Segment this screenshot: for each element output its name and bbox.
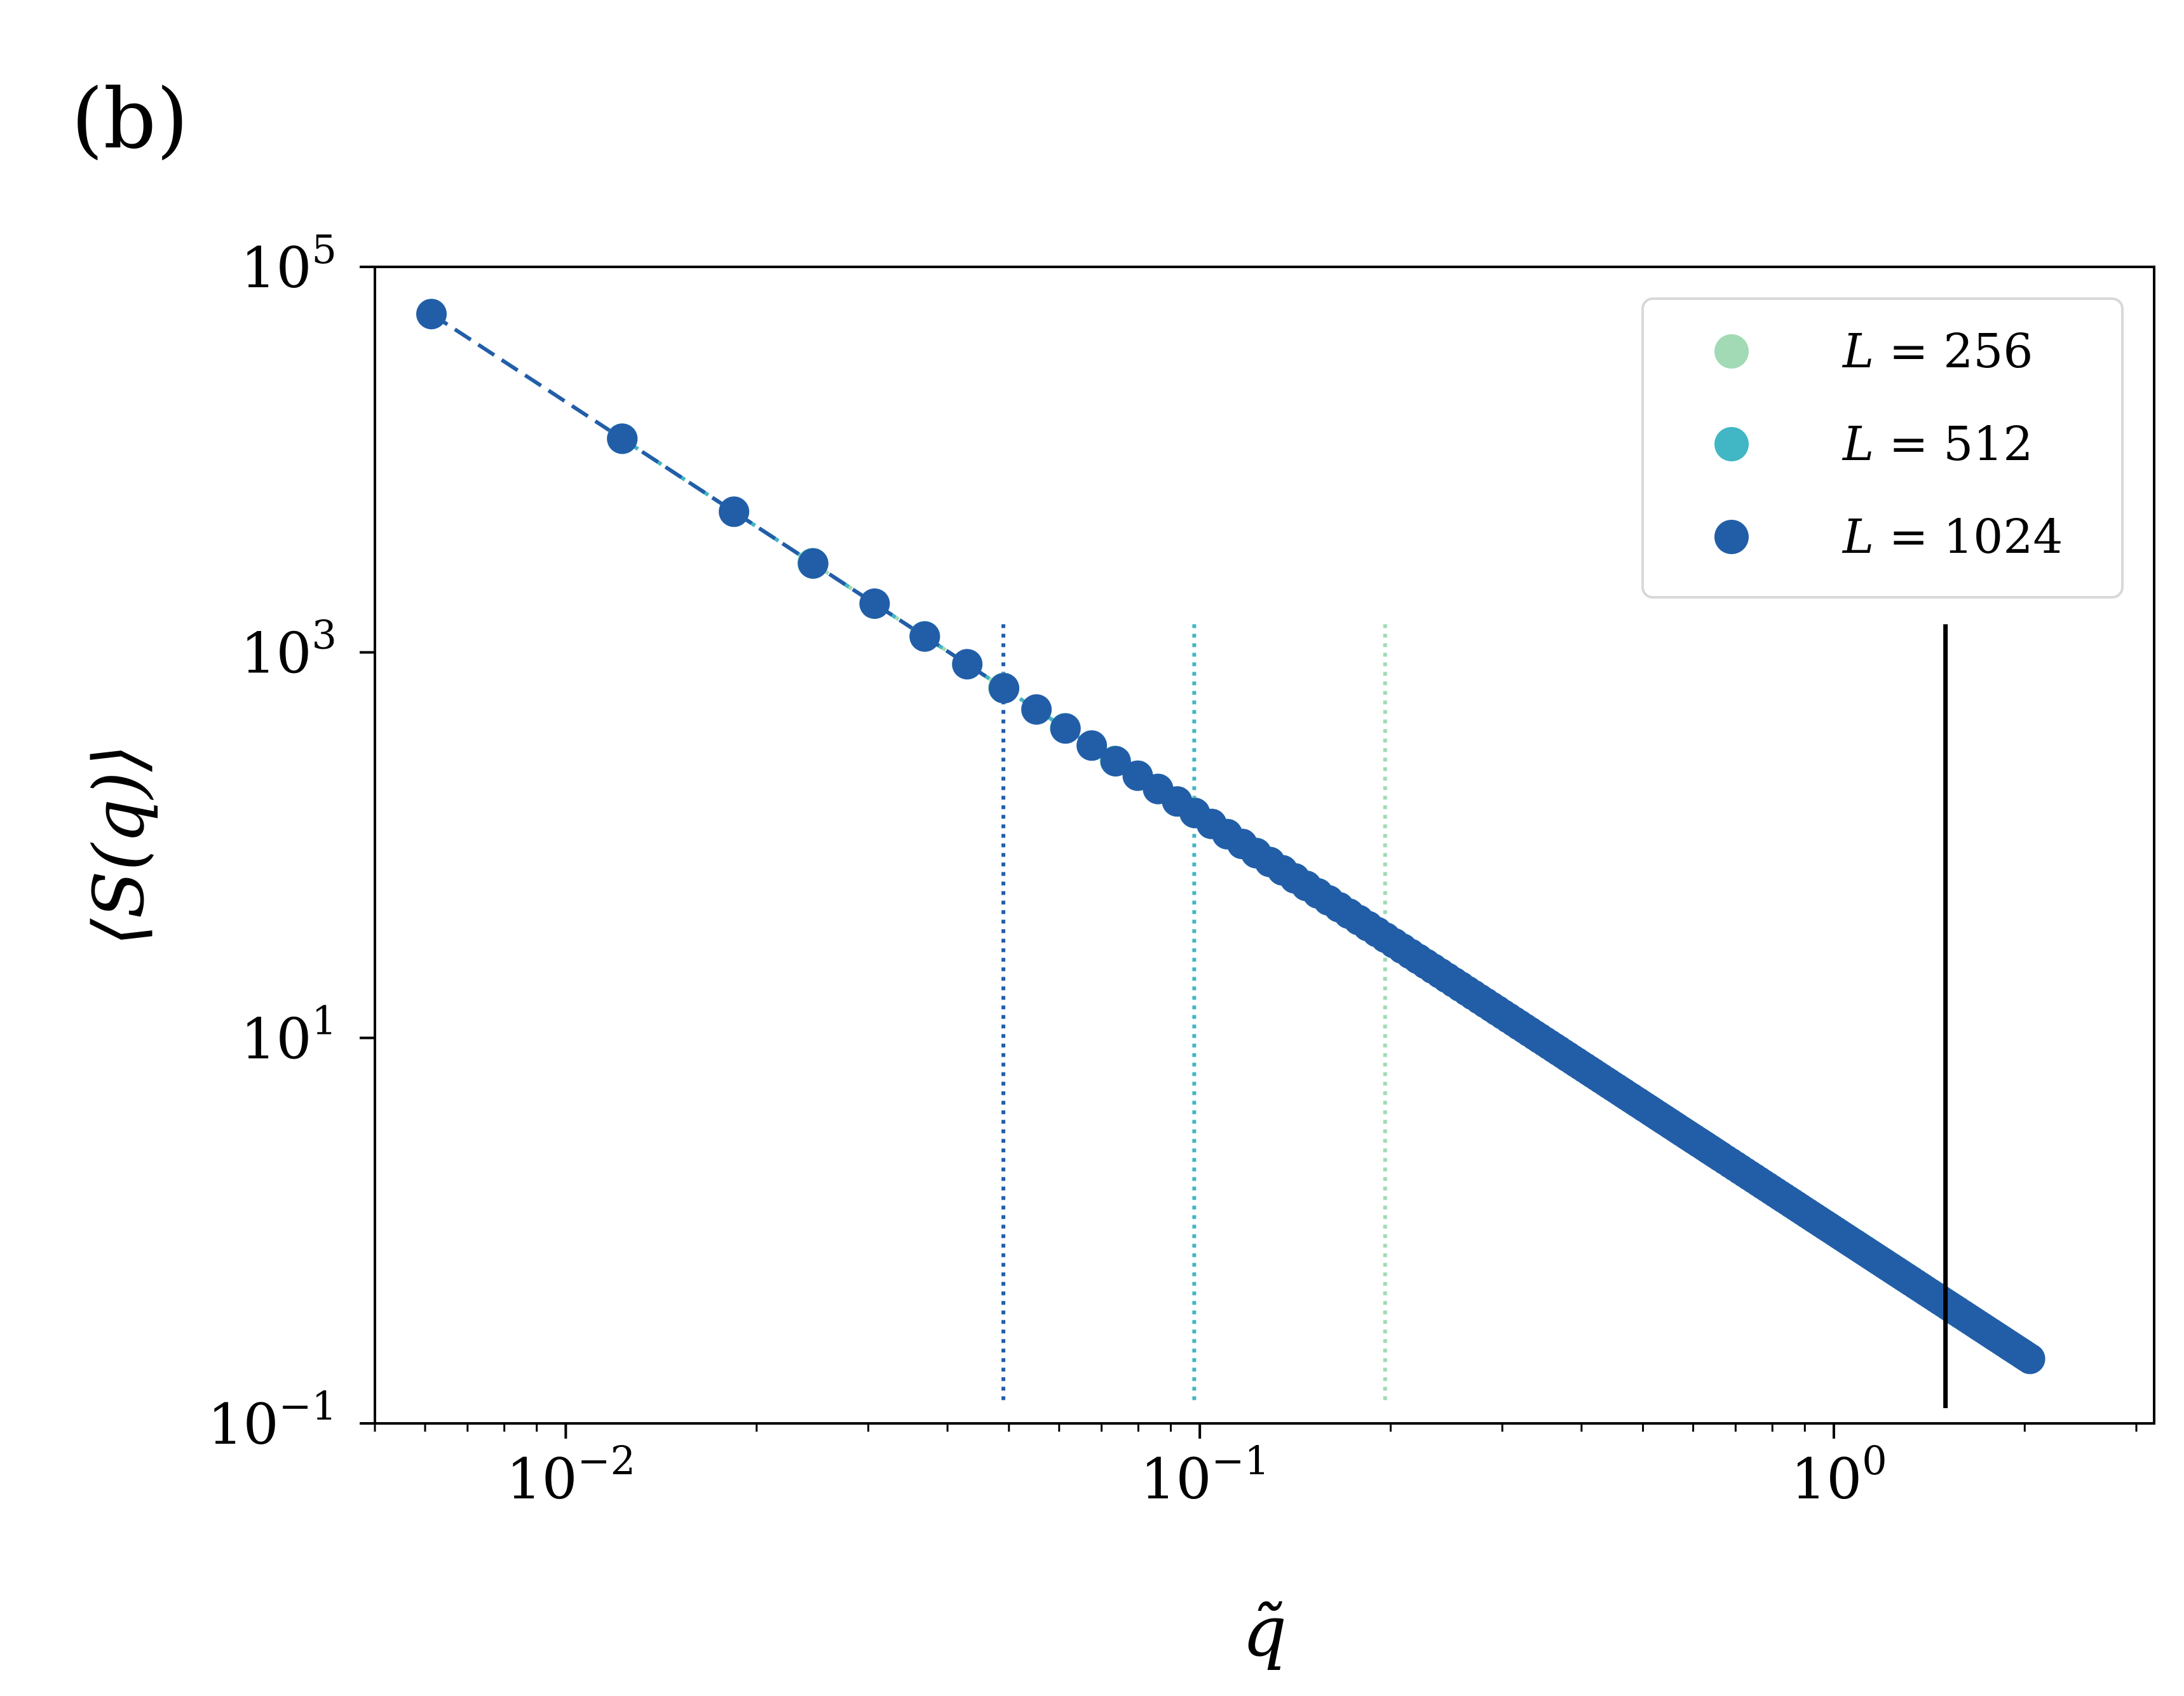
legend-label: L = 1024 (1841, 510, 2063, 564)
legend-box (1641, 297, 2124, 599)
legend-marker (1714, 334, 1749, 369)
x-axis: 10−2 10−1 100 (374, 1423, 2138, 1512)
data-point (1050, 713, 1081, 744)
plot-frame (374, 266, 2155, 1425)
data-point (859, 588, 890, 619)
data-point (2014, 1343, 2045, 1374)
data-point (607, 423, 638, 454)
data-point (416, 299, 447, 330)
legend-marker (1714, 427, 1749, 461)
y-axis: 10−1 101 103 105 (208, 226, 375, 1457)
y-tick-label: 10−1 (208, 1383, 337, 1457)
y-tick-label: 101 (241, 997, 337, 1071)
legend-marker (1714, 520, 1749, 554)
x-axis-title: q̃ (1242, 1591, 1287, 1672)
data-point (797, 548, 829, 579)
fit-line (430, 312, 1005, 689)
x-tick-label: 10−2 (506, 1437, 635, 1512)
panel-label: (b) (71, 71, 189, 167)
y-tick-label: 103 (241, 612, 337, 686)
legend-label: L = 256 (1841, 324, 2033, 379)
data-point (989, 673, 1020, 704)
data-point (909, 621, 940, 652)
y-axis-title: ⟨S(q)⟩ (78, 744, 159, 946)
x-tick-label: 100 (1791, 1437, 1887, 1512)
data-points (416, 299, 2045, 1374)
legend-label: L = 512 (1841, 417, 2033, 471)
legend: L = 256 L = 512 L = 1024 (1641, 297, 2124, 599)
x-tick-label: 10−1 (1140, 1437, 1269, 1512)
data-point (1076, 730, 1108, 761)
data-point (1021, 694, 1052, 725)
y-tick-label: 105 (241, 226, 337, 301)
data-point (952, 649, 983, 680)
data-point (1100, 746, 1131, 777)
data-point (719, 496, 750, 527)
